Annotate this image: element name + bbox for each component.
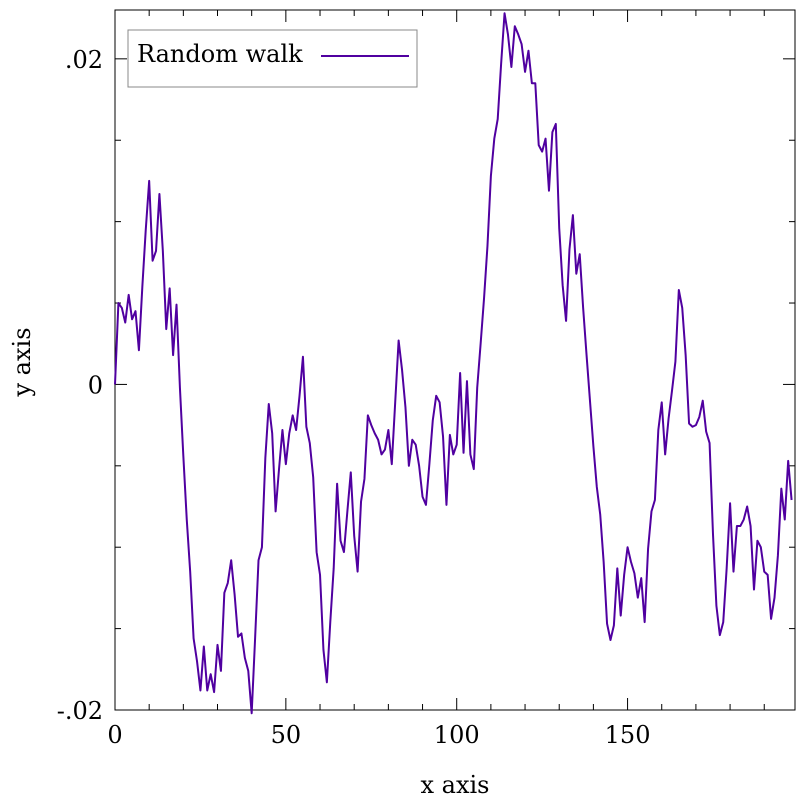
plot-area: [114, 9, 796, 711]
y-axis-title: y axis: [8, 327, 36, 397]
y-tick-label: -.02: [57, 697, 103, 725]
x-tick-label: 150: [605, 721, 651, 749]
x-axis-title: x axis: [421, 771, 490, 799]
x-tick-label: 50: [271, 721, 302, 749]
legend-label-random-walk: Random walk: [137, 40, 303, 68]
series-layer: [114, 12, 793, 715]
y-tick-label: 0: [88, 371, 103, 399]
legend-box: [127, 29, 418, 88]
x-tick-label: 100: [434, 721, 480, 749]
series-line-random-walk: [114, 12, 793, 715]
legend: Random walk: [127, 29, 418, 88]
plot-frame: [114, 9, 796, 711]
tick-labels: 0 50 100 150-.020.02: [57, 46, 651, 749]
x-tick-label: 0: [107, 721, 122, 749]
y-tick-label: .02: [65, 46, 103, 74]
axis-ticks: [114, 10, 795, 711]
